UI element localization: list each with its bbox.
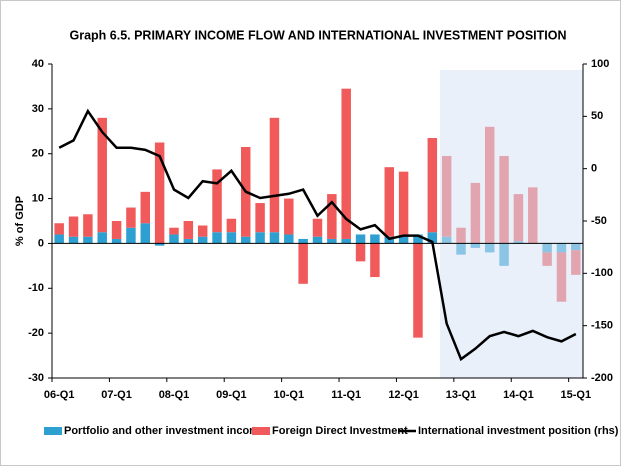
bar — [312, 218, 323, 237]
bar — [341, 88, 351, 239]
bar — [212, 232, 222, 244]
bar — [427, 232, 438, 244]
bar — [226, 218, 237, 233]
bar — [398, 171, 409, 237]
chart-title: Graph 6.5. PRIMARY INCOME FLOW AND INTER… — [69, 28, 566, 42]
y-tick-label: 30 — [32, 103, 44, 115]
bar — [255, 203, 265, 233]
bar — [97, 232, 107, 244]
bar — [384, 167, 394, 237]
y-tick-label: 40 — [32, 58, 44, 70]
bar — [169, 227, 179, 235]
bar — [413, 234, 423, 244]
bar — [169, 234, 179, 244]
bar — [97, 117, 107, 233]
bar — [269, 232, 280, 244]
y-tick-label: 10 — [32, 192, 44, 204]
x-tick-label: 13-Q1 — [446, 389, 477, 401]
bar — [111, 238, 122, 244]
bar — [183, 238, 194, 244]
y2-tick-label: -200 — [591, 372, 613, 384]
forecast-shade — [440, 70, 583, 378]
bar — [83, 214, 93, 237]
bar — [298, 243, 308, 284]
bar — [54, 234, 64, 244]
x-tick-label: 11-Q1 — [331, 389, 361, 401]
bar — [427, 138, 438, 233]
bar — [183, 221, 194, 239]
bar — [126, 227, 136, 244]
bar — [226, 232, 237, 244]
bar — [126, 207, 136, 228]
bar — [398, 236, 409, 244]
y2-tick-label: 100 — [591, 58, 609, 70]
legend-swatch — [44, 427, 62, 435]
bar — [284, 198, 294, 235]
bar — [284, 234, 294, 244]
legend: Portfolio and other investment income For… — [44, 425, 619, 437]
lines — [58, 108, 577, 362]
bar — [140, 223, 151, 244]
bar — [413, 243, 423, 338]
bar — [68, 236, 79, 244]
y-tick-label: -20 — [28, 327, 44, 339]
y-tick-label: 20 — [32, 148, 44, 160]
bar — [197, 225, 208, 237]
bar — [83, 236, 93, 244]
bar — [54, 223, 64, 235]
bar — [212, 169, 222, 233]
legend-label: Foreign Direct Investment — [272, 425, 408, 437]
bar — [341, 238, 351, 244]
bar — [298, 238, 308, 244]
bar — [255, 232, 265, 244]
axes: -30-20-10010203040-200-150-100-500501000… — [28, 58, 613, 401]
bar — [154, 142, 165, 244]
bar — [269, 117, 280, 233]
legend-label: Portfolio and other investment income — [64, 425, 265, 437]
y2-tick-label: -150 — [591, 320, 613, 332]
x-tick-label: 08-Q1 — [159, 389, 190, 401]
x-tick-label: 07-Q1 — [101, 389, 132, 401]
bar — [197, 236, 208, 244]
y-tick-label: -10 — [28, 282, 44, 294]
bar — [327, 238, 337, 244]
x-tick-label: 15-Q1 — [561, 389, 592, 401]
y-tick-label: 0 — [38, 237, 44, 249]
x-tick-label: 06-Q1 — [44, 389, 75, 401]
y-axis-label: % of GDP — [14, 196, 26, 246]
bar — [241, 236, 251, 244]
bar — [327, 194, 337, 239]
bar — [111, 221, 122, 239]
bar — [355, 234, 366, 244]
line — [58, 108, 577, 362]
bar — [370, 243, 380, 278]
x-tick-label: 09-Q1 — [216, 389, 247, 401]
bar — [68, 216, 79, 237]
y2-tick-label: 50 — [591, 110, 603, 122]
bar — [140, 191, 151, 224]
y2-tick-label: -50 — [591, 215, 607, 227]
y2-tick-label: 0 — [591, 163, 597, 175]
bar — [312, 236, 323, 244]
x-tick-label: 12-Q1 — [388, 389, 419, 401]
x-tick-label: 14-Q1 — [503, 389, 534, 401]
bar — [154, 243, 165, 246]
bar — [355, 243, 366, 262]
y2-tick-label: -100 — [591, 267, 613, 279]
legend-swatch — [252, 427, 270, 435]
legend-label: International investment position (rhs) — [418, 425, 619, 437]
bar — [370, 234, 380, 244]
y-tick-label: -30 — [28, 372, 44, 384]
x-tick-label: 10-Q1 — [274, 389, 305, 401]
